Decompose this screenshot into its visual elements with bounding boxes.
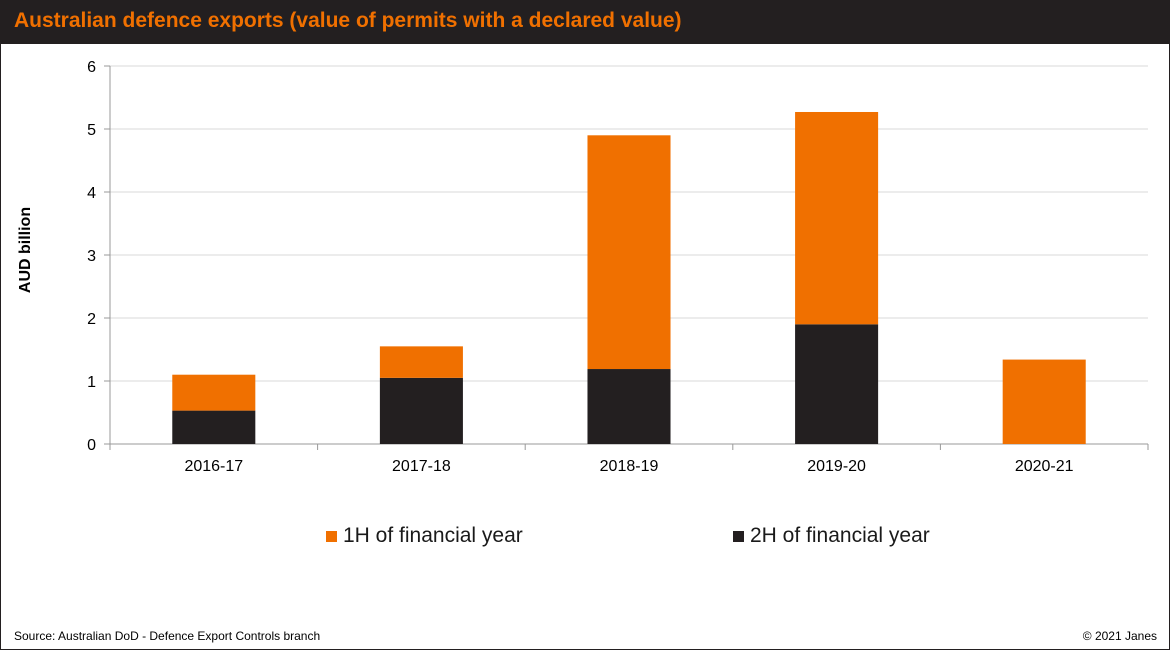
y-tick-label: 3 [87, 248, 96, 265]
bar-1h-2020-21 [1002, 359, 1086, 444]
bar-2h-2019-20 [795, 324, 879, 444]
bar-1h-2016-17 [172, 374, 256, 411]
y-tick-label: 0 [87, 437, 96, 454]
bar-2h-2017-18 [379, 377, 463, 444]
legend-swatch-2h [733, 530, 744, 542]
legend-item-2h: 2H of financial year [733, 524, 930, 548]
x-tick-label: 2019-20 [807, 458, 866, 475]
y-tick-label: 2 [87, 311, 96, 328]
chart-title: Australian defence exports (value of per… [14, 9, 682, 32]
legend-item-1h: 1H of financial year [326, 524, 523, 548]
bar-1h-2018-19 [587, 135, 671, 370]
x-tick-label: 2017-18 [392, 458, 451, 475]
y-tick-label: 1 [87, 374, 96, 391]
bar-2h-2018-19 [587, 369, 671, 444]
y-tick-label: 5 [87, 122, 96, 139]
x-tick-label: 2020-21 [1015, 458, 1074, 475]
legend-swatch-1h [326, 530, 337, 542]
copyright-note: © 2021 Janes [1082, 629, 1157, 643]
y-tick-label: 6 [87, 59, 96, 76]
bar-1h-2017-18 [379, 346, 463, 378]
x-tick-label: 2016-17 [184, 458, 243, 475]
y-tick-label: 4 [87, 185, 96, 202]
y-axis-label: AUD billion [17, 207, 34, 293]
legend-label-1h: 1H of financial year [343, 524, 523, 547]
title-bar: Australian defence exports (value of per… [0, 0, 1170, 44]
x-tick-label: 2018-19 [600, 458, 659, 475]
source-note: Source: Australian DoD - Defence Export … [14, 629, 321, 643]
bar-2h-2016-17 [172, 410, 256, 444]
bar-1h-2019-20 [795, 111, 879, 325]
legend-label-2h: 2H of financial year [750, 524, 930, 547]
